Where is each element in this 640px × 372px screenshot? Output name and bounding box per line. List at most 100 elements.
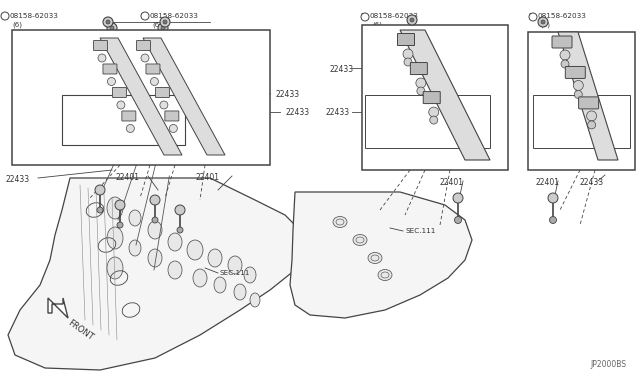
Circle shape [454,217,461,224]
Text: FRONT: FRONT [66,318,95,342]
Text: JP2000BS: JP2000BS [590,360,626,369]
Circle shape [141,54,149,62]
Text: 08158-62033: 08158-62033 [10,13,59,19]
Ellipse shape [129,240,141,256]
Text: SEC.111: SEC.111 [220,270,250,276]
Bar [12,30,270,165]
Text: 22401: 22401 [440,178,464,187]
Polygon shape [8,178,305,370]
Text: (6): (6) [152,22,162,29]
Circle shape [175,205,185,215]
Circle shape [429,107,439,117]
Text: (6): (6) [372,22,382,29]
Polygon shape [148,38,248,162]
FancyBboxPatch shape [565,67,586,78]
Text: 22468: 22468 [533,100,557,109]
FancyBboxPatch shape [134,99,150,111]
Ellipse shape [228,256,242,274]
Circle shape [126,125,134,132]
Circle shape [160,17,170,27]
Circle shape [107,23,117,33]
Circle shape [404,58,412,66]
Circle shape [453,193,463,203]
Circle shape [588,121,596,129]
Text: B: B [2,15,5,20]
Circle shape [1,12,9,20]
Polygon shape [100,38,182,155]
Text: SEC.111: SEC.111 [405,228,435,234]
Circle shape [106,20,110,24]
Circle shape [158,23,168,33]
Text: 22433: 22433 [580,178,604,187]
Circle shape [550,217,557,224]
Bar [365,95,490,148]
Circle shape [188,115,198,125]
Circle shape [561,60,569,68]
Text: B: B [528,13,532,19]
FancyBboxPatch shape [136,41,150,51]
Text: B: B [360,13,365,19]
Bar [533,95,630,148]
FancyBboxPatch shape [113,87,127,97]
Circle shape [587,111,596,121]
Circle shape [177,227,183,233]
FancyBboxPatch shape [103,64,117,74]
Circle shape [103,17,113,27]
Circle shape [429,116,438,124]
Circle shape [361,13,369,21]
Ellipse shape [168,233,182,251]
FancyBboxPatch shape [410,62,428,74]
Ellipse shape [129,210,141,226]
Text: 22433: 22433 [285,108,309,117]
FancyBboxPatch shape [397,33,415,45]
Text: B: B [362,16,365,21]
Circle shape [164,153,174,163]
Ellipse shape [353,234,367,246]
FancyBboxPatch shape [170,80,186,93]
Polygon shape [400,30,490,160]
Circle shape [117,222,123,228]
Circle shape [160,101,168,109]
Text: (6): (6) [540,22,550,29]
Text: B: B [140,13,145,19]
Circle shape [150,195,160,205]
Ellipse shape [168,261,182,279]
Text: 22433: 22433 [275,90,299,99]
Circle shape [548,193,558,203]
FancyBboxPatch shape [93,41,108,51]
Circle shape [108,77,115,86]
FancyBboxPatch shape [193,118,209,130]
Circle shape [403,49,413,59]
Polygon shape [290,192,472,318]
Text: 22433+A: 22433+A [130,55,166,64]
Circle shape [141,12,149,20]
Circle shape [152,217,158,223]
Ellipse shape [234,284,246,300]
FancyBboxPatch shape [156,87,170,97]
Circle shape [407,15,417,25]
Ellipse shape [333,217,347,228]
Ellipse shape [193,269,207,287]
Circle shape [538,17,548,27]
Ellipse shape [250,293,260,307]
Text: 22433+A: 22433+A [533,65,569,74]
Ellipse shape [208,249,222,267]
FancyBboxPatch shape [122,80,138,93]
Text: 22433: 22433 [326,108,350,117]
Text: 22401: 22401 [115,173,139,182]
FancyBboxPatch shape [579,97,598,109]
Bar [362,25,508,170]
Polygon shape [558,32,618,160]
Ellipse shape [244,267,256,283]
Circle shape [416,78,426,88]
Text: 22465: 22465 [368,112,392,121]
Polygon shape [143,38,225,155]
Circle shape [410,18,414,22]
FancyBboxPatch shape [146,64,160,74]
Ellipse shape [107,197,123,219]
Circle shape [170,125,177,132]
Circle shape [110,26,114,30]
Circle shape [140,115,150,125]
FancyBboxPatch shape [165,111,179,121]
FancyBboxPatch shape [122,111,136,121]
